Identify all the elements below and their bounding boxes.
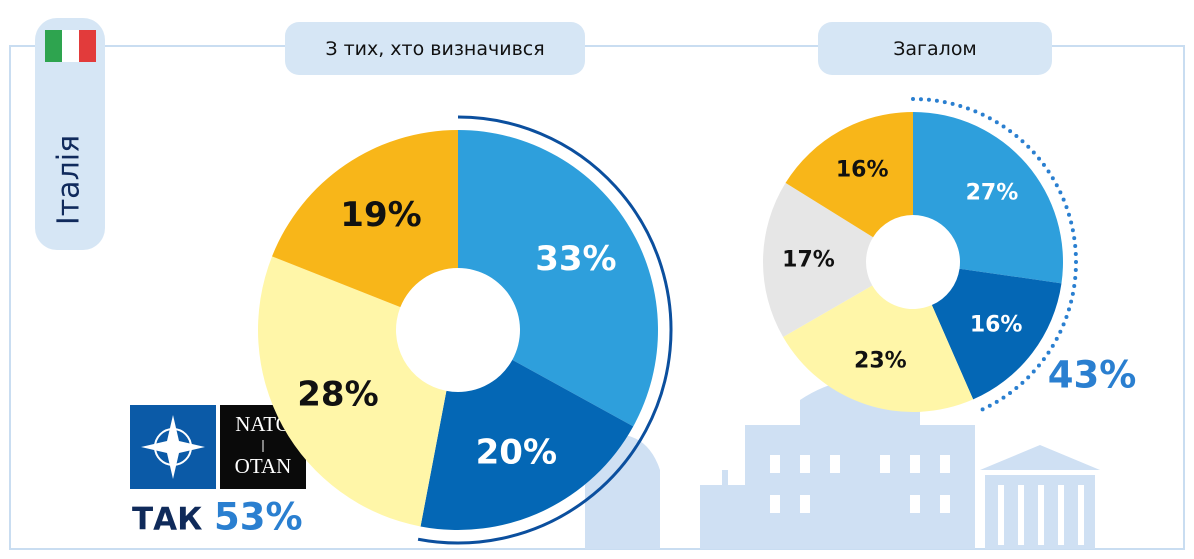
- highlight-arc: [911, 97, 1078, 414]
- highlight-label: ТАК: [132, 502, 202, 538]
- chart-title: З тих, хто визначився: [325, 38, 544, 60]
- slice-label: 19%: [340, 195, 421, 235]
- slice-label: 16%: [970, 312, 1023, 337]
- logo-ring: [154, 428, 192, 466]
- flag-green: [45, 30, 62, 62]
- slice: [783, 285, 974, 412]
- slice: [258, 256, 447, 527]
- flag-white: [62, 30, 79, 62]
- slice-label: 23%: [854, 348, 907, 373]
- slice: [763, 182, 874, 337]
- slice: [272, 130, 458, 308]
- highlight-value: 53%: [214, 496, 303, 539]
- slice: [785, 112, 913, 238]
- skyline-windows: [770, 455, 1084, 545]
- slice-label: 20%: [476, 432, 557, 472]
- slice-label: 28%: [297, 375, 378, 415]
- slice: [913, 112, 1063, 284]
- slice-label: 16%: [836, 158, 889, 183]
- country-pill: [35, 18, 105, 250]
- title-pill: [285, 22, 585, 75]
- title-pill: [818, 22, 1052, 75]
- highlight-arc: [417, 115, 673, 545]
- country-label: Італія: [52, 135, 87, 225]
- logo-star: [141, 415, 205, 479]
- slice-label: 33%: [535, 239, 616, 279]
- slice: [420, 359, 634, 530]
- logo-bottom: OTAN: [235, 454, 292, 478]
- flag-red: [79, 30, 96, 62]
- slice-label: 17%: [782, 247, 835, 272]
- highlight-value: 43%: [1048, 354, 1137, 397]
- slice-label: 27%: [966, 181, 1019, 206]
- slice: [931, 268, 1062, 400]
- chart-title: Загалом: [893, 38, 977, 60]
- slice: [458, 130, 658, 427]
